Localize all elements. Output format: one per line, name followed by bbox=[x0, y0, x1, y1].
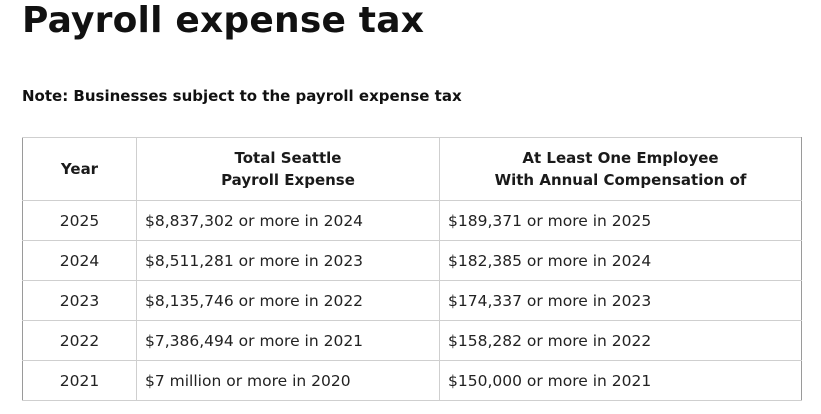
table-row: 2023 $8,135,746 or more in 2022 $174,337… bbox=[22, 280, 802, 321]
cell-employee-compensation: $189,371 or more in 2025 bbox=[439, 200, 802, 241]
cell-year: 2021 bbox=[22, 360, 137, 401]
cell-year: 2022 bbox=[22, 320, 137, 361]
header-payroll-expense-line2: Payroll Expense bbox=[221, 171, 355, 189]
cell-payroll-expense: $7 million or more in 2020 bbox=[136, 360, 440, 401]
cell-payroll-expense: $8,837,302 or more in 2024 bbox=[136, 200, 440, 241]
table-note: Note: Businesses subject to the payroll … bbox=[22, 87, 462, 105]
cell-employee-compensation: $150,000 or more in 2021 bbox=[439, 360, 802, 401]
table-row: 2024 $8,511,281 or more in 2023 $182,385… bbox=[22, 240, 802, 281]
table-row: 2021 $7 million or more in 2020 $150,000… bbox=[22, 360, 802, 401]
cell-employee-compensation: $174,337 or more in 2023 bbox=[439, 280, 802, 321]
cell-employee-compensation: $158,282 or more in 2022 bbox=[439, 320, 802, 361]
cell-employee-compensation: $182,385 or more in 2024 bbox=[439, 240, 802, 281]
header-payroll-expense-line1: Total Seattle bbox=[234, 149, 342, 167]
table-row: 2025 $8,837,302 or more in 2024 $189,371… bbox=[22, 200, 802, 241]
cell-year: 2025 bbox=[22, 200, 137, 241]
header-employee-compensation: At Least One Employee With Annual Compen… bbox=[439, 137, 802, 201]
cell-payroll-expense: $8,511,281 or more in 2023 bbox=[136, 240, 440, 281]
header-employee-compensation-line1: At Least One Employee bbox=[522, 149, 719, 167]
header-year-label: Year bbox=[60, 160, 99, 178]
header-employee-compensation-line2: With Annual Compensation of bbox=[494, 171, 747, 189]
cell-year: 2023 bbox=[22, 280, 137, 321]
cell-payroll-expense: $8,135,746 or more in 2022 bbox=[136, 280, 440, 321]
table-header: Year Total Seattle Payroll Expense At Le… bbox=[22, 137, 802, 201]
header-payroll-expense: Total Seattle Payroll Expense bbox=[136, 137, 440, 201]
page-title: Payroll expense tax bbox=[22, 0, 425, 41]
cell-year: 2024 bbox=[22, 240, 137, 281]
payroll-tax-table: Year Total Seattle Payroll Expense At Le… bbox=[22, 137, 802, 401]
table-body: 2025 $8,837,302 or more in 2024 $189,371… bbox=[22, 200, 802, 401]
header-row: Year Total Seattle Payroll Expense At Le… bbox=[22, 137, 802, 201]
cell-payroll-expense: $7,386,494 or more in 2021 bbox=[136, 320, 440, 361]
table-row: 2022 $7,386,494 or more in 2021 $158,282… bbox=[22, 320, 802, 361]
header-year: Year bbox=[22, 137, 137, 201]
